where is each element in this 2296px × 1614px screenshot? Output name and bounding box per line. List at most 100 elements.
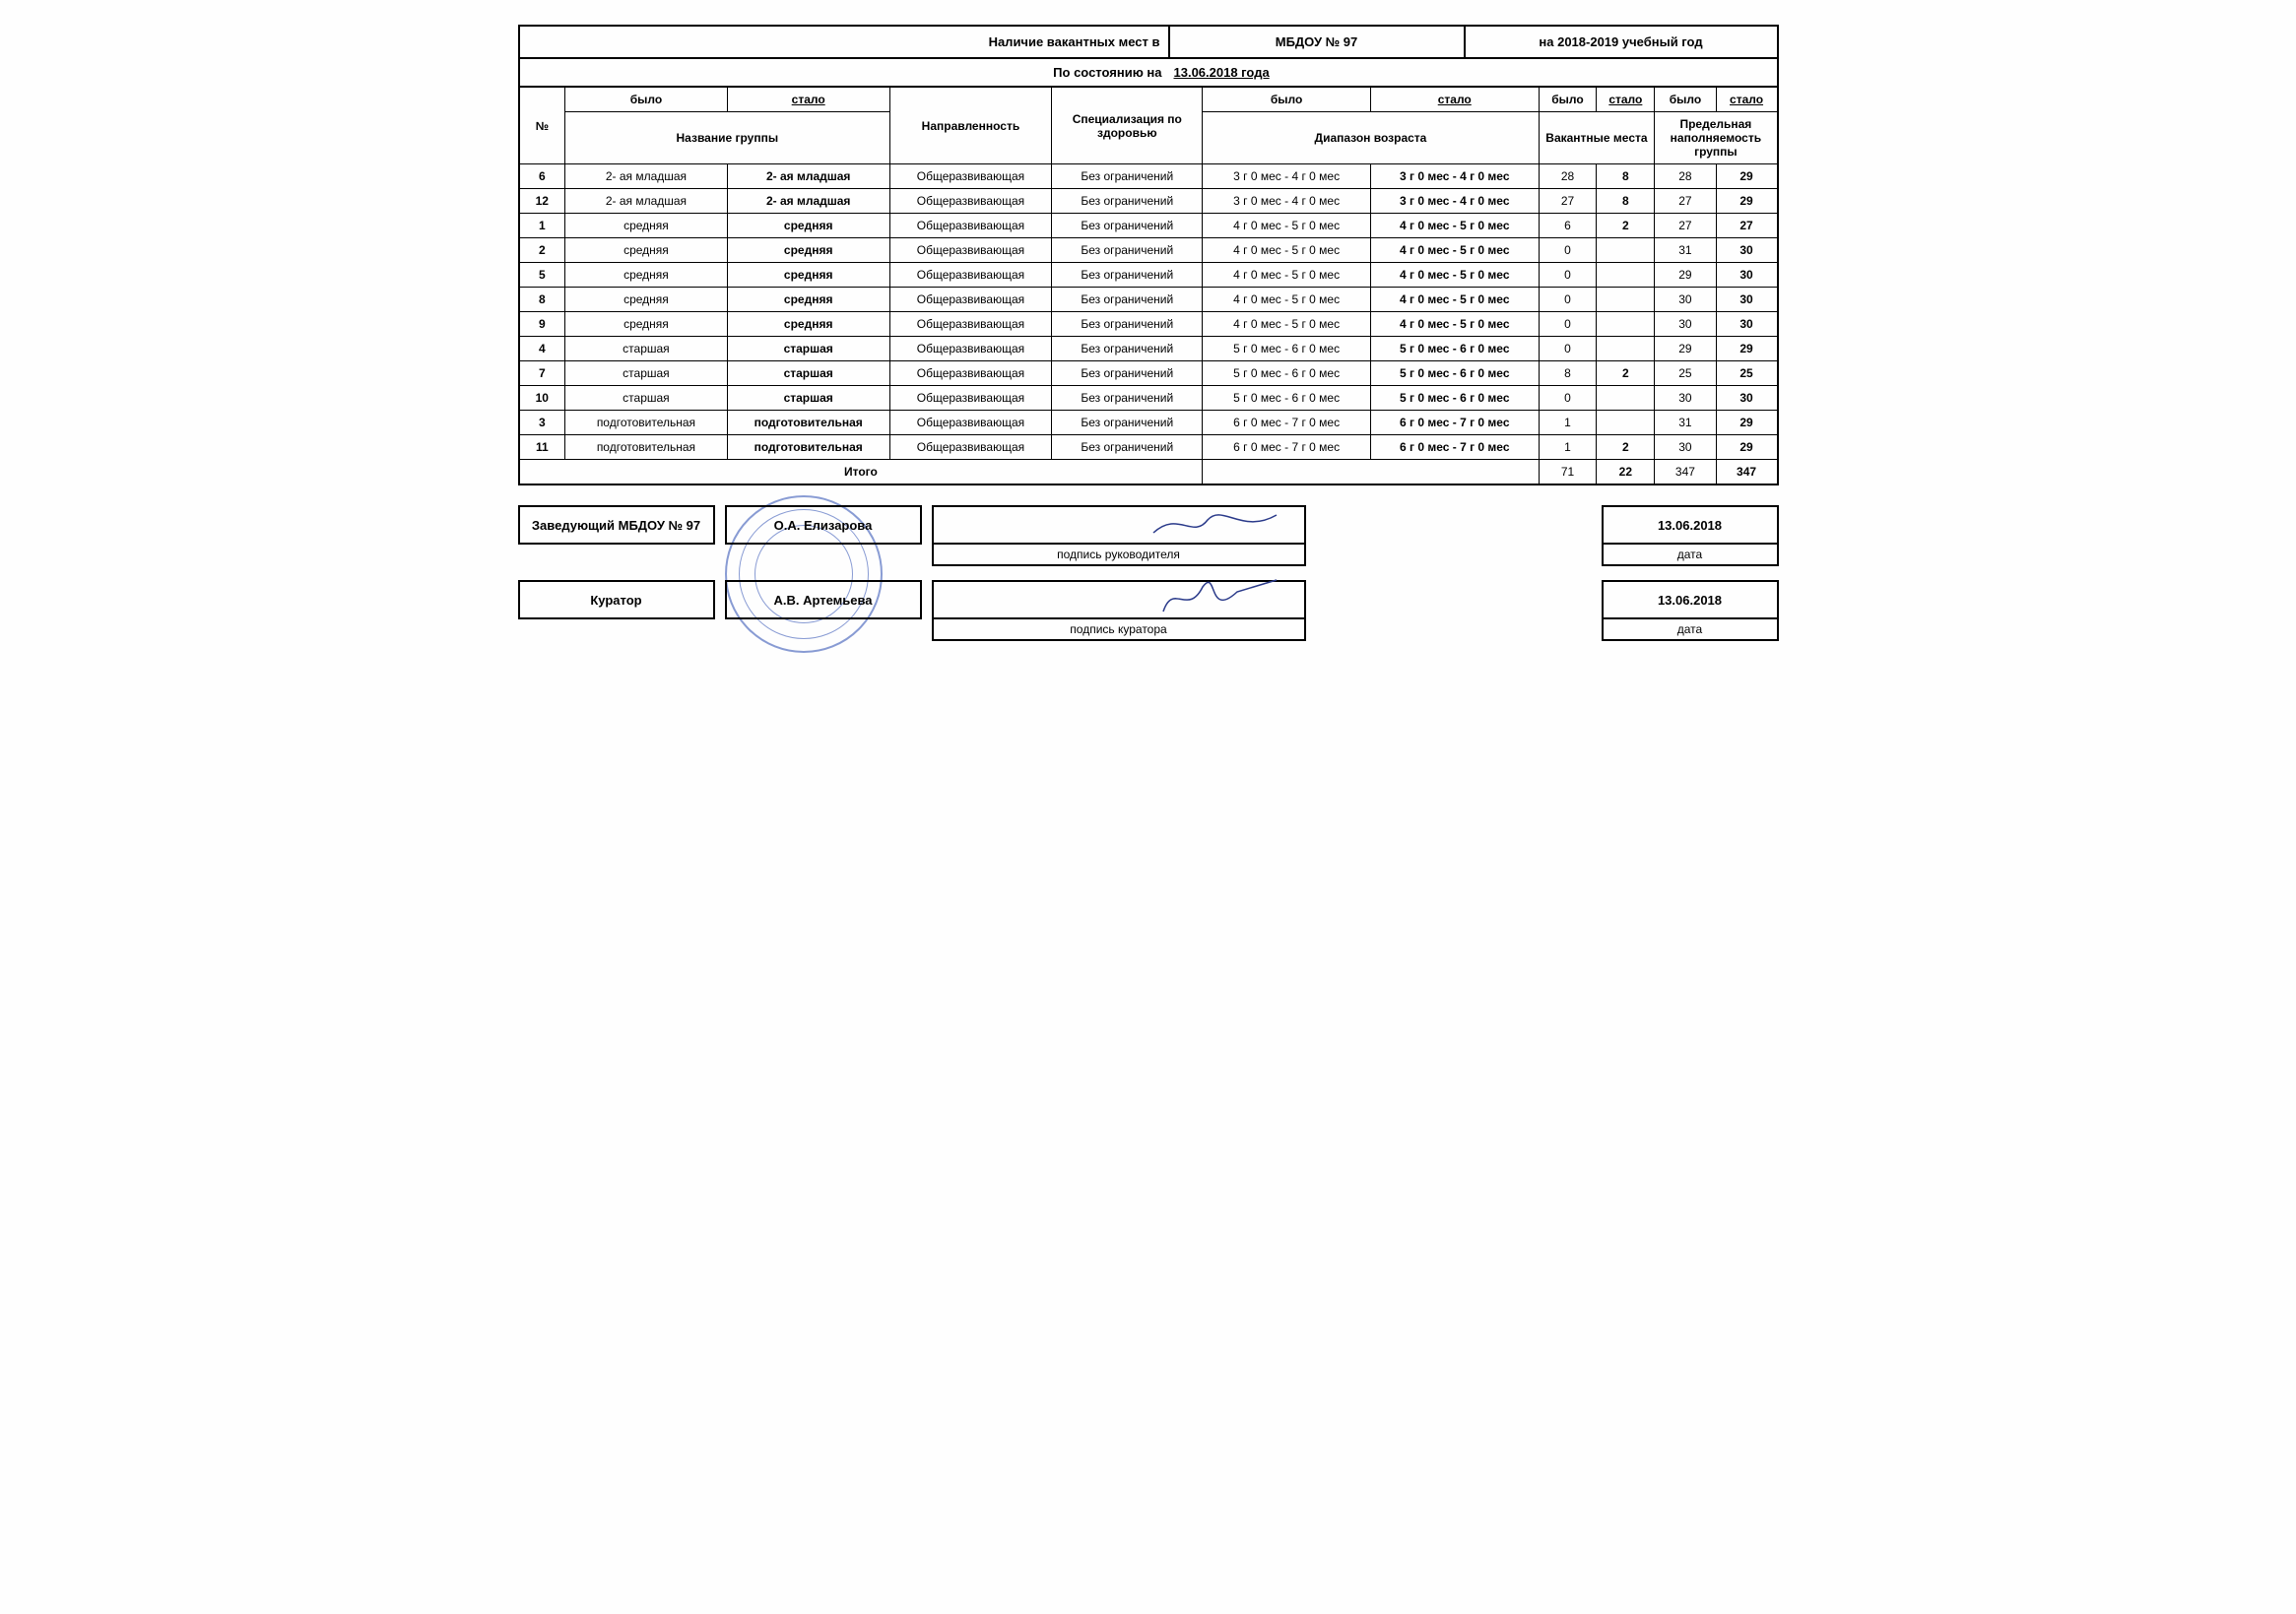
cell-name-was: подготовительная (565, 411, 728, 435)
header-row: Наличие вакантных мест в МБДОУ № 97 на 2… (518, 25, 1779, 59)
cell-age-now: 4 г 0 мес - 5 г 0 мес (1370, 238, 1539, 263)
cell-name-now: подготовительная (727, 411, 889, 435)
cell-age-now: 5 г 0 мес - 6 г 0 мес (1370, 361, 1539, 386)
header-title: Наличие вакантных мест в (520, 27, 1170, 57)
col-capacity: Предельная наполняемость группы (1655, 112, 1778, 164)
cell-age-was: 6 г 0 мес - 7 г 0 мес (1203, 435, 1371, 460)
head-role: Заведующий МБДОУ № 97 (518, 505, 715, 545)
cell-dir: Общеразвивающая (889, 288, 1052, 312)
cell-name-was: средняя (565, 288, 728, 312)
cell-vn: 8 (1597, 164, 1655, 189)
cell-num: 11 (519, 435, 565, 460)
col-name-was: было (565, 87, 728, 112)
cell-age-was: 6 г 0 мес - 7 г 0 мес (1203, 411, 1371, 435)
col-name-now: стало (727, 87, 889, 112)
cell-name-was: средняя (565, 263, 728, 288)
cell-age-now: 3 г 0 мес - 4 г 0 мес (1370, 164, 1539, 189)
table-row: 10старшаястаршаяОбщеразвивающаяБез огран… (519, 386, 1778, 411)
cell-cw: 29 (1655, 263, 1716, 288)
cell-dir: Общеразвивающая (889, 214, 1052, 238)
cell-age-now: 5 г 0 мес - 6 г 0 мес (1370, 337, 1539, 361)
cell-vw: 6 (1539, 214, 1597, 238)
curator-sign-area (932, 580, 1306, 617)
cell-dir: Общеразвивающая (889, 238, 1052, 263)
cell-dir: Общеразвивающая (889, 312, 1052, 337)
table-row: 3подготовительнаяподготовительнаяОбщераз… (519, 411, 1778, 435)
table-row: 1средняясредняяОбщеразвивающаяБез ограни… (519, 214, 1778, 238)
cell-name-was: подготовительная (565, 435, 728, 460)
totals-cn: 347 (1716, 460, 1777, 485)
signatures-block: Заведующий МБДОУ № 97 О.А. Елизарова под… (518, 505, 1779, 641)
vacancies-table: № было стало Направленность Специализаци… (518, 86, 1779, 485)
header-year: на 2018-2019 учебный год (1466, 27, 1777, 57)
cell-cw: 30 (1655, 288, 1716, 312)
cell-name-now: 2- ая младшая (727, 164, 889, 189)
cell-spec: Без ограничений (1052, 288, 1203, 312)
cell-name-was: старшая (565, 361, 728, 386)
cell-vn (1597, 312, 1655, 337)
cell-name-now: средняя (727, 263, 889, 288)
head-date-label: дата (1602, 543, 1779, 566)
cell-vw: 0 (1539, 386, 1597, 411)
cell-cn: 29 (1716, 411, 1777, 435)
head-sign-label: подпись руководителя (932, 543, 1306, 566)
cell-cn: 30 (1716, 386, 1777, 411)
cell-vw: 0 (1539, 238, 1597, 263)
cell-num: 4 (519, 337, 565, 361)
cell-spec: Без ограничений (1052, 361, 1203, 386)
curator-name: А.В. Артемьева (725, 580, 922, 619)
head-sign-area (932, 505, 1306, 543)
cell-vw: 0 (1539, 288, 1597, 312)
cell-spec: Без ограничений (1052, 238, 1203, 263)
cell-age-now: 3 г 0 мес - 4 г 0 мес (1370, 189, 1539, 214)
cell-vn (1597, 337, 1655, 361)
cell-age-now: 4 г 0 мес - 5 г 0 мес (1370, 263, 1539, 288)
curator-date: 13.06.2018 (1602, 580, 1779, 617)
cell-spec: Без ограничений (1052, 189, 1203, 214)
cell-name-now: средняя (727, 214, 889, 238)
cell-age-was: 3 г 0 мес - 4 г 0 мес (1203, 189, 1371, 214)
cell-vn (1597, 411, 1655, 435)
cell-num: 10 (519, 386, 565, 411)
cell-name-was: средняя (565, 238, 728, 263)
cell-age-now: 4 г 0 мес - 5 г 0 мес (1370, 214, 1539, 238)
cell-spec: Без ограничений (1052, 164, 1203, 189)
cell-vn: 2 (1597, 214, 1655, 238)
cell-spec: Без ограничений (1052, 214, 1203, 238)
cell-age-now: 4 г 0 мес - 5 г 0 мес (1370, 312, 1539, 337)
cell-vw: 0 (1539, 337, 1597, 361)
totals-cw: 347 (1655, 460, 1716, 485)
header-institution: МБДОУ № 97 (1170, 27, 1466, 57)
status-date: 13.06.2018 года (1170, 65, 1777, 80)
cell-vn (1597, 288, 1655, 312)
cell-vw: 0 (1539, 263, 1597, 288)
col-cap-was: было (1655, 87, 1716, 112)
cell-vn (1597, 238, 1655, 263)
cell-num: 8 (519, 288, 565, 312)
cell-spec: Без ограничений (1052, 411, 1203, 435)
table-row: 11подготовительнаяподготовительнаяОбщера… (519, 435, 1778, 460)
cell-num: 7 (519, 361, 565, 386)
cell-cn: 30 (1716, 238, 1777, 263)
cell-spec: Без ограничений (1052, 435, 1203, 460)
totals-vw: 71 (1539, 460, 1597, 485)
cell-cw: 28 (1655, 164, 1716, 189)
cell-cw: 27 (1655, 189, 1716, 214)
cell-cw: 30 (1655, 435, 1716, 460)
cell-age-was: 4 г 0 мес - 5 г 0 мес (1203, 214, 1371, 238)
cell-cn: 30 (1716, 263, 1777, 288)
cell-name-was: 2- ая младшая (565, 189, 728, 214)
table-row: 5средняясредняяОбщеразвивающаяБез ограни… (519, 263, 1778, 288)
cell-cw: 25 (1655, 361, 1716, 386)
cell-cw: 29 (1655, 337, 1716, 361)
cell-cn: 30 (1716, 312, 1777, 337)
cell-age-now: 6 г 0 мес - 7 г 0 мес (1370, 411, 1539, 435)
cell-num: 1 (519, 214, 565, 238)
table-row: 9средняясредняяОбщеразвивающаяБез ограни… (519, 312, 1778, 337)
curator-date-label: дата (1602, 617, 1779, 641)
table-row: 122- ая младшая2- ая младшаяОбщеразвиваю… (519, 189, 1778, 214)
cell-name-now: старшая (727, 386, 889, 411)
totals-label: Итого (519, 460, 1203, 485)
cell-num: 6 (519, 164, 565, 189)
cell-cn: 25 (1716, 361, 1777, 386)
